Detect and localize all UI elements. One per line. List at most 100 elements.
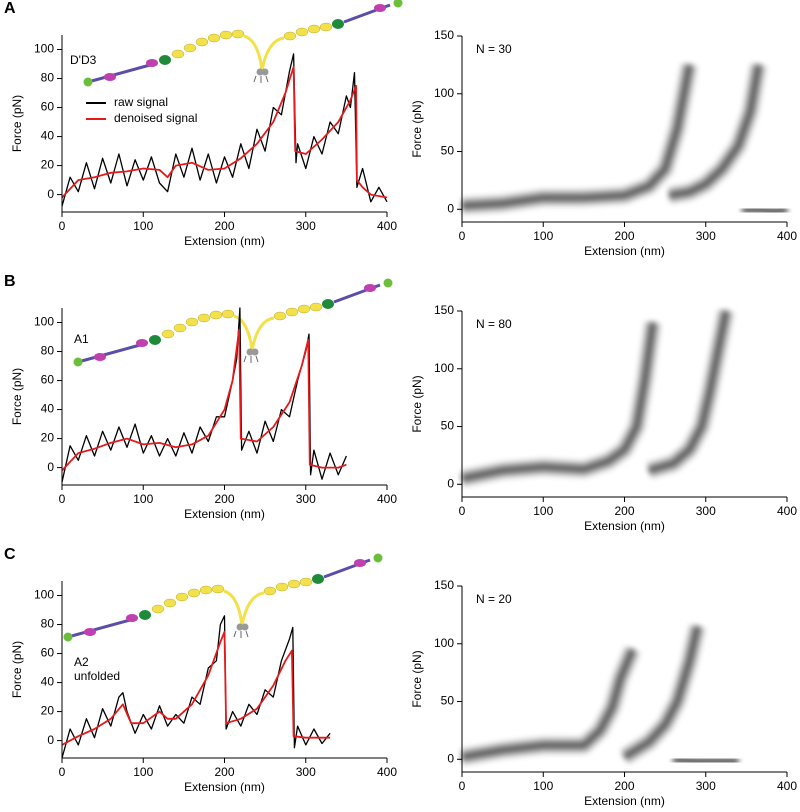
panel: 0 100 200 300 400 0 20 40 60 80 100 Extension (nm) F… bbox=[4, 0, 397, 248]
y-tick-label: 50 bbox=[441, 419, 455, 433]
panel-label: B bbox=[4, 273, 16, 290]
y-axis-label: Force (pN) bbox=[410, 650, 424, 707]
x-tick-label: 100 bbox=[133, 765, 153, 779]
y-tick-label: 20 bbox=[41, 158, 55, 172]
y-tick-label: 80 bbox=[41, 617, 55, 631]
density-ridge bbox=[668, 64, 762, 199]
x-tick-label: 200 bbox=[214, 219, 234, 233]
panel: 0 100 200 300 400 0 50 100 150 Extension (nm) Forc… bbox=[410, 28, 797, 258]
y-tick-label: 0 bbox=[447, 751, 454, 765]
annotation: D'D3 bbox=[70, 53, 97, 67]
density-band bbox=[646, 309, 734, 479]
x-tick-label: 200 bbox=[214, 765, 234, 779]
legend-label: raw signal bbox=[114, 95, 168, 109]
y-axis-label: Force (pN) bbox=[10, 368, 24, 425]
y-tick-label: 40 bbox=[41, 402, 55, 416]
x-tick-label: 0 bbox=[59, 492, 66, 506]
y-tick-label: 80 bbox=[41, 344, 55, 358]
y-tick-label: 100 bbox=[434, 636, 454, 650]
x-axis-label: Extension (nm) bbox=[584, 519, 665, 533]
x-tick-label: 300 bbox=[696, 504, 716, 518]
annotation: A2 bbox=[74, 655, 89, 669]
y-tick-label: 0 bbox=[447, 201, 454, 215]
x-tick-label: 100 bbox=[533, 504, 553, 518]
panel-label: A bbox=[4, 0, 16, 17]
annotation: N = 80 bbox=[476, 317, 512, 331]
y-axis-label: Force (pN) bbox=[410, 375, 424, 432]
y-tick-label: 0 bbox=[47, 187, 54, 201]
x-tick-label: 200 bbox=[214, 492, 234, 506]
y-tick-label: 100 bbox=[34, 315, 54, 329]
x-tick-label: 300 bbox=[296, 492, 316, 506]
x-tick-label: 100 bbox=[533, 229, 553, 243]
y-tick-label: 50 bbox=[441, 694, 455, 708]
panel: 0 100 200 300 400 0 50 100 150 Extension (nm) Forc… bbox=[410, 578, 797, 808]
legend-label: denoised signal bbox=[114, 111, 197, 125]
x-tick-label: 0 bbox=[59, 219, 66, 233]
x-axis-label: Extension (nm) bbox=[184, 780, 265, 794]
x-tick-label: 100 bbox=[133, 492, 153, 506]
x-tick-label: 300 bbox=[696, 779, 716, 793]
annotation: N = 20 bbox=[476, 592, 512, 606]
y-tick-label: 40 bbox=[41, 675, 55, 689]
annotation: unfolded bbox=[74, 669, 120, 683]
data-line bbox=[61, 615, 331, 759]
x-tick-label: 200 bbox=[614, 504, 634, 518]
panel: 0 100 200 300 400 0 50 100 150 Extension (nm) Forc… bbox=[410, 303, 797, 533]
y-tick-label: 150 bbox=[434, 28, 454, 42]
protein-cartoon bbox=[72, 277, 394, 368]
x-tick-label: 400 bbox=[777, 504, 797, 518]
x-tick-label: 200 bbox=[614, 779, 634, 793]
density-ridge bbox=[622, 625, 701, 760]
density-band bbox=[460, 646, 640, 765]
x-axis-label: Extension (nm) bbox=[184, 234, 265, 248]
y-tick-label: 100 bbox=[34, 42, 54, 56]
x-axis-label: Extension (nm) bbox=[584, 794, 665, 808]
data-line bbox=[61, 66, 388, 199]
y-tick-label: 0 bbox=[47, 460, 54, 474]
y-tick-label: 100 bbox=[34, 588, 54, 602]
x-tick-label: 0 bbox=[459, 779, 466, 793]
y-tick-label: 40 bbox=[41, 129, 55, 143]
panel: 0 100 200 300 400 0 20 40 60 80 100 Extension (nm) F… bbox=[4, 273, 397, 521]
y-tick-label: 100 bbox=[434, 86, 454, 100]
protein-cartoon bbox=[62, 552, 384, 643]
density-ridge bbox=[648, 310, 730, 474]
density-band bbox=[460, 321, 661, 487]
y-tick-label: 0 bbox=[47, 733, 54, 747]
density-ridge bbox=[461, 64, 693, 209]
data-line bbox=[61, 53, 388, 207]
y-tick-label: 60 bbox=[41, 646, 55, 660]
y-tick-label: 60 bbox=[41, 100, 55, 114]
x-tick-label: 300 bbox=[296, 765, 316, 779]
y-axis-label: Force (pN) bbox=[410, 100, 424, 157]
density-ridge bbox=[461, 648, 636, 760]
annotation: A1 bbox=[74, 332, 89, 346]
x-tick-label: 100 bbox=[133, 219, 153, 233]
density-ridge bbox=[673, 756, 739, 765]
data-line bbox=[61, 630, 331, 746]
x-tick-label: 0 bbox=[59, 765, 66, 779]
y-tick-label: 150 bbox=[434, 578, 454, 592]
x-tick-label: 400 bbox=[377, 765, 397, 779]
x-tick-label: 200 bbox=[614, 229, 634, 243]
x-tick-label: 100 bbox=[533, 779, 553, 793]
y-tick-label: 20 bbox=[41, 704, 55, 718]
density-ridge bbox=[742, 206, 788, 215]
x-tick-label: 400 bbox=[777, 779, 797, 793]
x-tick-label: 300 bbox=[696, 229, 716, 243]
x-tick-label: 0 bbox=[459, 229, 466, 243]
x-tick-label: 400 bbox=[377, 492, 397, 506]
y-tick-label: 80 bbox=[41, 71, 55, 85]
density-band bbox=[620, 624, 706, 764]
data-line bbox=[61, 328, 347, 472]
y-tick-label: 50 bbox=[441, 144, 455, 158]
y-axis-label: Force (pN) bbox=[10, 95, 24, 152]
x-tick-label: 400 bbox=[377, 219, 397, 233]
y-tick-label: 100 bbox=[434, 361, 454, 375]
x-tick-label: 300 bbox=[296, 219, 316, 233]
y-tick-label: 20 bbox=[41, 431, 55, 445]
x-tick-label: 0 bbox=[459, 504, 466, 518]
x-axis-label: Extension (nm) bbox=[584, 244, 665, 258]
